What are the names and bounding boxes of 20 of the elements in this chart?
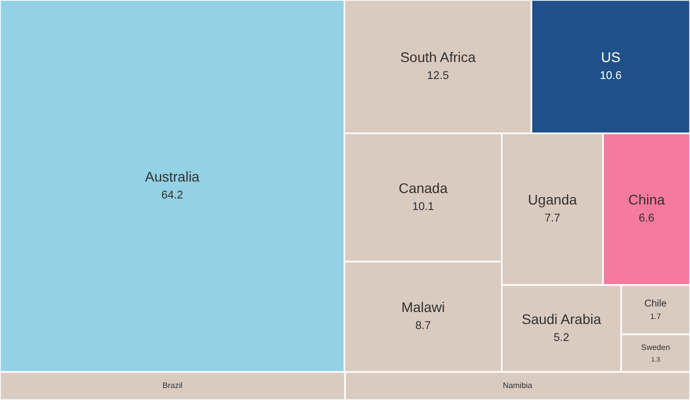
- category-label: Brazil: [162, 380, 183, 390]
- data-label: 8.7: [415, 320, 431, 332]
- category-label: Chile: [644, 298, 668, 310]
- data-label: 10.6: [600, 70, 622, 82]
- data-label: 12.5: [427, 70, 449, 82]
- category-label: Canada: [398, 180, 448, 196]
- category-label: Australia: [144, 168, 200, 184]
- data-label: 5.2: [554, 332, 570, 344]
- category-label: Namibia: [502, 380, 533, 390]
- category-label: Sweden: [641, 343, 670, 352]
- data-label: 64.2: [161, 189, 184, 202]
- category-label: Malawi: [401, 299, 445, 316]
- category-label: China: [628, 191, 666, 208]
- category-label: Uganda: [528, 191, 578, 208]
- data-label: 7.7: [544, 212, 560, 225]
- data-label: 6.6: [638, 212, 654, 225]
- data-label: 10.1: [412, 200, 434, 213]
- category-label: US: [600, 48, 620, 65]
- category-label: South Africa: [400, 48, 476, 65]
- category-label: Saudi Arabia: [522, 310, 602, 327]
